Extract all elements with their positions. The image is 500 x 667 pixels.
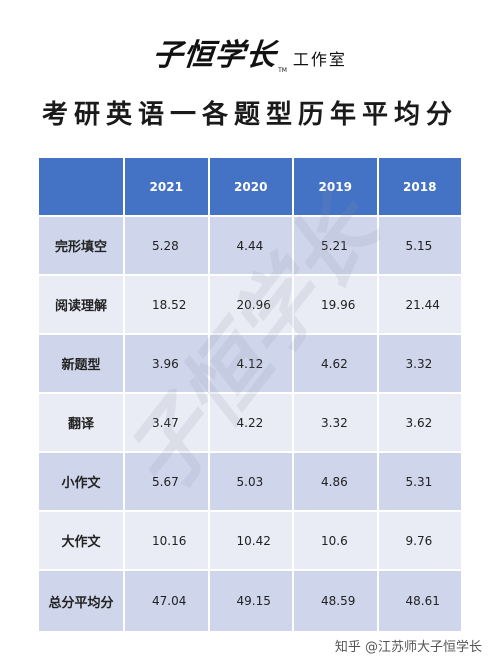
brand-subtitle: 工作室 bbox=[292, 50, 347, 69]
table-cell: 5.21 bbox=[292, 215, 379, 276]
table-cell: 3.62 bbox=[376, 392, 463, 453]
page-title: 考研英语一各题型历年平均分 bbox=[41, 100, 458, 130]
header-corner-cell bbox=[37, 156, 125, 217]
table-cell: 49.15 bbox=[207, 569, 294, 633]
column-header: 2018 bbox=[376, 156, 463, 217]
row-label: 翻译 bbox=[37, 392, 125, 453]
table-cell: 47.04 bbox=[123, 569, 210, 633]
brand-name: 子恒学长 bbox=[150, 38, 279, 73]
table-row: 阅读理解 18.52 20.96 19.96 21.44 bbox=[37, 274, 463, 335]
table-cell: 4.62 bbox=[292, 333, 379, 394]
table-cell: 10.6 bbox=[292, 510, 379, 571]
table-cell: 5.03 bbox=[207, 451, 294, 512]
column-header: 2020 bbox=[207, 156, 294, 217]
table-cell: 9.76 bbox=[376, 510, 463, 571]
table-cell: 20.96 bbox=[207, 274, 294, 335]
table-cell: 10.42 bbox=[207, 510, 294, 571]
table-cell: 21.44 bbox=[376, 274, 463, 335]
table-cell: 5.67 bbox=[123, 451, 210, 512]
table-cell: 48.59 bbox=[292, 569, 379, 633]
row-label: 大作文 bbox=[37, 510, 125, 571]
table-cell: 48.61 bbox=[376, 569, 463, 633]
table-cell: 4.12 bbox=[207, 333, 294, 394]
table-row: 翻译 3.47 4.22 3.32 3.62 bbox=[37, 392, 463, 453]
table-cell: 4.44 bbox=[207, 215, 294, 276]
table-row: 小作文 5.67 5.03 4.86 5.31 bbox=[37, 451, 463, 512]
row-label: 阅读理解 bbox=[37, 274, 125, 335]
table-cell: 5.15 bbox=[376, 215, 463, 276]
column-header: 2019 bbox=[292, 156, 379, 217]
table-cell: 5.28 bbox=[123, 215, 210, 276]
table-cell: 5.31 bbox=[376, 451, 463, 512]
table-cell: 3.32 bbox=[292, 392, 379, 453]
table-cell: 3.47 bbox=[123, 392, 210, 453]
table-header-row: 2021 2020 2019 2018 bbox=[37, 156, 463, 217]
table-row-total: 总分平均分 47.04 49.15 48.59 48.61 bbox=[37, 569, 463, 633]
row-label: 总分平均分 bbox=[37, 569, 125, 633]
score-table: 2021 2020 2019 2018 完形填空 5.28 4.44 5.21 … bbox=[37, 156, 463, 633]
table-cell: 3.96 bbox=[123, 333, 210, 394]
table-cell: 4.22 bbox=[207, 392, 294, 453]
table-cell: 4.86 bbox=[292, 451, 379, 512]
table-cell: 19.96 bbox=[292, 274, 379, 335]
trademark-mark: TM bbox=[278, 67, 287, 74]
table-row: 完形填空 5.28 4.44 5.21 5.15 bbox=[37, 215, 463, 276]
table-cell: 18.52 bbox=[123, 274, 210, 335]
row-label: 小作文 bbox=[37, 451, 125, 512]
table-row: 大作文 10.16 10.42 10.6 9.76 bbox=[37, 510, 463, 571]
table-row: 新题型 3.96 4.12 4.62 3.32 bbox=[37, 333, 463, 394]
credit-text: 知乎 @江苏师大子恒学长 bbox=[334, 640, 482, 655]
table-cell: 10.16 bbox=[123, 510, 210, 571]
row-label: 完形填空 bbox=[37, 215, 125, 276]
column-header: 2021 bbox=[123, 156, 210, 217]
row-label: 新题型 bbox=[37, 333, 125, 394]
table-cell: 3.32 bbox=[376, 333, 463, 394]
brand-logo: 子恒学长 TM 工作室 bbox=[0, 34, 500, 74]
